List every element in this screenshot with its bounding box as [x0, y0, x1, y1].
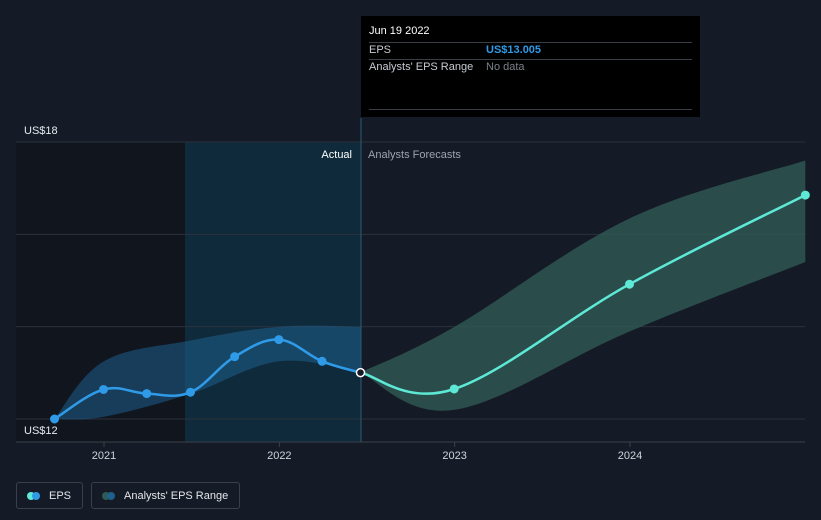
forecast-label: Analysts Forecasts — [368, 149, 461, 161]
actual-label: Actual — [321, 149, 352, 161]
x-tick-label: 2021 — [92, 450, 116, 462]
eps-point — [142, 389, 152, 399]
tooltip-eps-label: EPS — [369, 44, 392, 56]
forecast-range-band — [360, 160, 806, 411]
eps-point — [625, 279, 635, 289]
x-tick-label: 2024 — [618, 450, 642, 462]
x-axis-ticks: 2021 2022 2023 2024 — [92, 442, 642, 462]
legend-eps-label: EPS — [49, 489, 72, 502]
eps-point — [317, 356, 327, 366]
eps-point — [800, 190, 810, 200]
tooltip-range-value: No data — [486, 61, 525, 73]
eps-points — [50, 190, 810, 424]
eps-point — [230, 352, 240, 362]
tooltip-date: Jun 19 2022 — [369, 25, 430, 37]
x-tick-label: 2022 — [267, 450, 291, 462]
tooltip-range-label: Analysts' EPS Range — [369, 61, 474, 73]
tooltip-divider — [369, 59, 692, 60]
tooltip-divider — [369, 109, 692, 110]
highlight-region — [185, 142, 361, 442]
chart-legend: EPS Analysts' EPS Range — [16, 482, 241, 509]
legend-eps-range[interactable]: Analysts' EPS Range — [91, 482, 241, 509]
legend-range-label: Analysts' EPS Range — [124, 489, 229, 502]
eps-swatch-icon — [27, 491, 40, 500]
y-axis-bottom-label: US$12 — [24, 425, 58, 437]
tooltip-eps-value: US$13.005 — [486, 44, 542, 56]
legend-eps[interactable]: EPS — [16, 482, 84, 509]
eps-range-bands — [54, 160, 806, 420]
eps-point — [274, 335, 284, 345]
hover-tooltip: Jun 19 2022 EPS US$13.005 Analysts' EPS … — [361, 16, 700, 117]
forecast-eps-line — [360, 193, 806, 395]
tooltip-divider — [369, 42, 692, 43]
eps-point — [355, 367, 366, 378]
range-swatch-icon — [102, 491, 116, 500]
actual-range-band — [54, 325, 361, 420]
eps-point — [449, 384, 459, 394]
y-axis-top-label: US$18 — [24, 125, 58, 137]
eps-point — [185, 387, 195, 397]
eps-point — [50, 414, 60, 424]
x-tick-label: 2023 — [442, 450, 466, 462]
eps-point — [99, 384, 109, 394]
